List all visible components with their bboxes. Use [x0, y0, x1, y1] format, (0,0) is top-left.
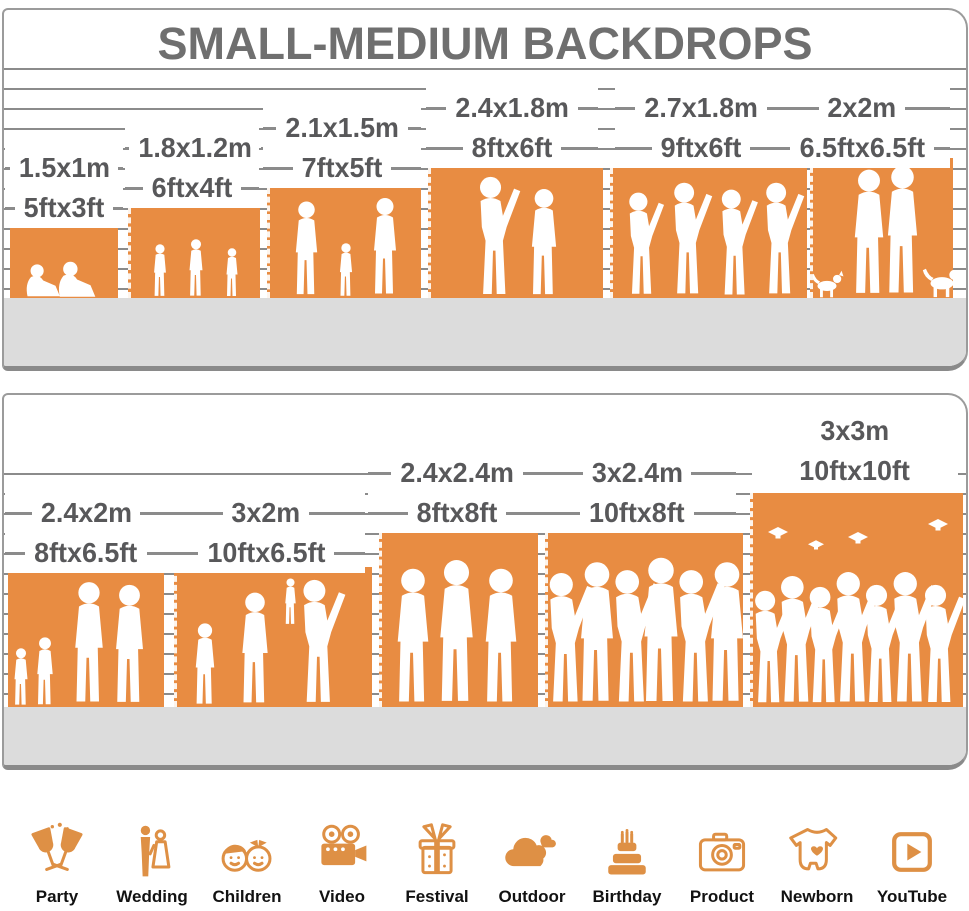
category-item-children: Children — [204, 821, 290, 907]
meters-label: 2.4x2m — [5, 493, 167, 533]
meters-label: 2.7x1.8m — [615, 88, 788, 128]
youtube-icon — [882, 821, 942, 883]
silhouette-parents-lifting-child — [195, 578, 346, 704]
ground-strip — [4, 298, 966, 366]
feet-label: 8ftx6.5ft — [5, 533, 167, 573]
page-title: SMALL-MEDIUM BACKDROPS — [157, 18, 813, 69]
birthday-icon — [597, 821, 657, 883]
category-item-newborn: Newborn — [774, 821, 860, 907]
category-item-party: Party — [14, 821, 100, 907]
meters-label: 2.4x2.4m — [368, 453, 547, 493]
category-bar: Party Wedding Children Video Festival Outdoor… — [0, 795, 969, 907]
size-label-10ftx8ft: 3x2.4m 10ftx8ft — [538, 453, 736, 533]
size-label-10ftx6.5ft: 3x2m 10ftx6.5ft — [167, 493, 365, 573]
size-label-8ftx6ft: 2.4x1.8m 8ftx6ft — [426, 88, 599, 168]
category-label: Festival — [405, 887, 469, 906]
newborn-icon — [787, 821, 847, 883]
size-label-8ftx6.5ft: 2.4x2m 8ftx6.5ft — [5, 493, 167, 573]
ground-strip — [4, 707, 966, 765]
feet-label: 5ftx3ft — [5, 188, 124, 228]
silhouette-children-running — [154, 239, 238, 296]
festival-icon — [407, 821, 467, 883]
category-item-festival: Festival — [394, 821, 480, 907]
category-item-product: Product — [679, 821, 765, 907]
size-label-8ftx8ft: 2.4x2.4m 8ftx8ft — [368, 453, 547, 533]
feet-label: 9ftx6ft — [615, 128, 788, 168]
feet-label: 10ftx10ft — [799, 455, 911, 486]
silhouette-children-reading — [26, 261, 96, 297]
category-label: Birthday — [592, 887, 662, 906]
category-item-youtube: YouTube — [869, 821, 955, 907]
backdrop-5ftx3ft — [10, 228, 118, 298]
category-label: Video — [319, 887, 365, 906]
silhouette-three-men-standing — [397, 559, 517, 702]
category-label: Outdoor — [498, 887, 566, 906]
silhouette-graduation-crowd — [755, 519, 963, 703]
backdrop-8ftx6ft — [428, 168, 603, 298]
category-label: Children — [212, 887, 282, 906]
size-label-9ftx6ft: 2.7x1.8m 9ftx6ft — [615, 88, 788, 168]
category-label: Product — [689, 887, 755, 906]
category-label: YouTube — [876, 887, 948, 906]
backdrop-9ftx6ft — [610, 168, 807, 298]
backdrop-10ftx10ft — [750, 493, 963, 707]
feet-label: 6ftx4ft — [125, 168, 260, 208]
meters-label: 2x2m — [774, 88, 950, 128]
backdrop-6.5ftx6.5ft — [810, 158, 953, 298]
silhouette-wedding-couple — [479, 176, 557, 295]
category-item-wedding: Wedding — [109, 821, 195, 907]
size-label-10ftx10ft: 3x3m 10ftx10ft — [752, 411, 958, 491]
backdrop-8ftx8ft — [379, 533, 538, 707]
party-icon — [27, 821, 87, 883]
category-item-video: Video — [299, 821, 385, 907]
size-chart-row-1: SMALL-MEDIUM BACKDROPS 1.5x1m 5ftx3ft 1.8x… — [2, 8, 968, 371]
silhouette-dancing-girls — [629, 182, 805, 295]
video-icon — [312, 821, 372, 883]
size-label-5ftx3ft: 1.5x1m 5ftx3ft — [5, 148, 124, 228]
wedding-icon — [122, 821, 182, 883]
meters-label: 3x2.4m — [538, 453, 736, 493]
feet-label: 10ftx8ft — [538, 493, 736, 533]
size-label-6.5ftx6.5ft: 2x2m 6.5ftx6.5ft — [774, 88, 950, 168]
silhouette-group-of-friends — [549, 557, 743, 702]
backdrop-7ftx5ft — [267, 188, 421, 298]
category-item-outdoor: Outdoor — [489, 821, 575, 907]
backdrop-8ftx6.5ft — [8, 567, 164, 707]
silhouette-couple-with-dogs — [813, 165, 953, 298]
size-label-6ftx4ft: 1.8x1.2m 6ftx4ft — [125, 128, 266, 208]
category-label: Party — [35, 887, 79, 906]
meters-label: 2.4x1.8m — [426, 88, 599, 128]
backdrop-10ftx6.5ft — [174, 567, 372, 707]
silhouette-family-of-four — [14, 582, 143, 705]
backdrop-10ftx8ft — [545, 533, 743, 707]
backdrop-6ftx4ft — [128, 208, 260, 298]
meters-label: 1.8x1.2m — [125, 128, 266, 168]
meters-label: 2.1x1.5m — [263, 108, 422, 148]
meters-label: 1.5x1m — [5, 148, 123, 188]
category-item-birthday: Birthday — [584, 821, 670, 907]
feet-label: 8ftx6ft — [426, 128, 599, 168]
size-label-7ftx5ft: 2.1x1.5m 7ftx5ft — [263, 108, 422, 188]
category-label: Newborn — [780, 887, 854, 906]
category-label: Wedding — [116, 887, 188, 906]
silhouette-family-walking — [295, 198, 396, 296]
feet-label: 7ftx5ft — [263, 148, 422, 188]
product-icon — [692, 821, 752, 883]
meters-label: 3x2m — [167, 493, 365, 533]
size-chart-row-2: 2.4x2m 8ftx6.5ft 3x2m 10ftx6.5ft 2.4x2.4m 8ft… — [2, 393, 968, 770]
meters-label: 3x3m — [820, 415, 890, 446]
feet-label: 6.5ftx6.5ft — [774, 128, 950, 168]
outdoor-icon — [502, 821, 562, 883]
feet-label: 8ftx8ft — [368, 493, 547, 533]
children-icon — [217, 821, 277, 883]
feet-label: 10ftx6.5ft — [167, 533, 365, 573]
